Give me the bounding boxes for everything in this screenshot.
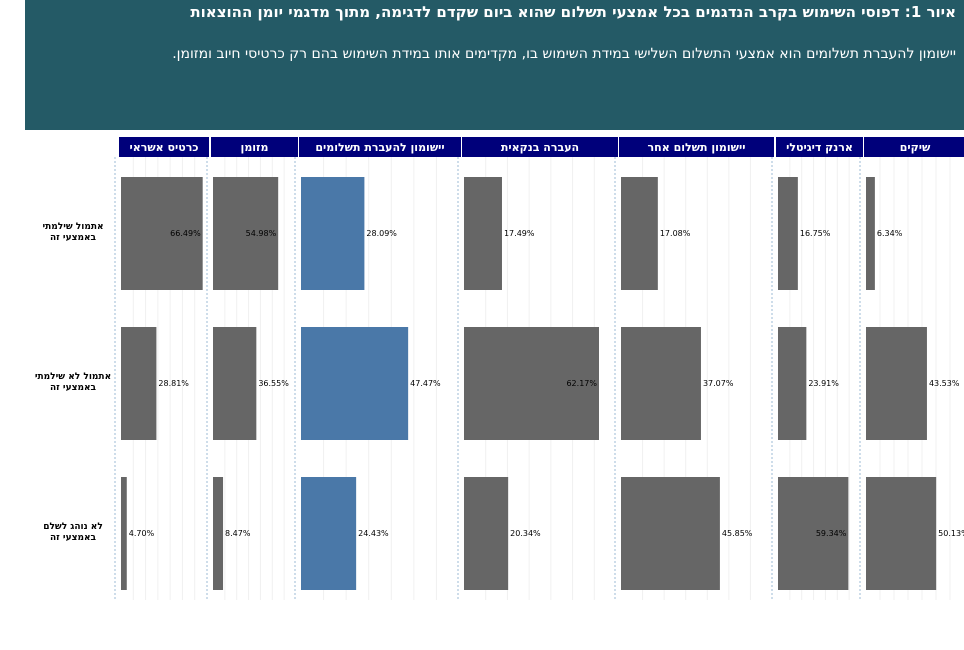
- bar: [121, 177, 203, 290]
- panel-header-6: [776, 137, 863, 157]
- panel-title-2: מזומן: [241, 141, 269, 154]
- data-label: 59.34%: [816, 529, 847, 538]
- data-label: 24.43%: [358, 529, 389, 538]
- data-label: 16.75%: [800, 229, 831, 238]
- bar: [464, 327, 599, 440]
- bar: [121, 327, 157, 440]
- bar: [778, 177, 798, 290]
- header-band: איור 1: דפוסי השימוש בקרב הנדגמים בכל אמ…: [25, 0, 964, 130]
- bar: [301, 477, 357, 590]
- bar: [464, 477, 509, 590]
- data-label: 43.53%: [929, 379, 960, 388]
- row-label-1: אתמול שילמתי באמצעי זה: [42, 222, 103, 243]
- data-label: 45.85%: [722, 529, 753, 538]
- bar: [464, 177, 502, 290]
- data-label: 47.47%: [410, 379, 441, 388]
- bar: [866, 477, 937, 590]
- bar: [213, 477, 224, 590]
- data-label: 28.81%: [158, 379, 189, 388]
- bar: [778, 477, 849, 590]
- data-label: 66.49%: [170, 229, 201, 238]
- data-label: 4.70%: [129, 529, 155, 538]
- bar: [213, 327, 257, 440]
- panel-header-1: [119, 137, 209, 157]
- bar: [621, 477, 720, 590]
- panel-header-3: [299, 137, 461, 157]
- chart-subtitle: יישומון להעברת תשלומים הוא אמצעי התשלום …: [172, 46, 956, 62]
- data-label: 36.55%: [258, 379, 289, 388]
- bar: [866, 177, 875, 290]
- panel-header-4: [462, 137, 618, 157]
- row-label-3: לא נוהג לשלם באמצעי זה: [43, 522, 103, 543]
- panel-title-3: יישומון להעברת תשלומים: [315, 141, 444, 154]
- row-label-2: אתמול לא שילמתי באמצעי זה: [35, 372, 111, 393]
- bar: [621, 177, 658, 290]
- data-label: 6.34%: [877, 229, 903, 238]
- data-label: 28.09%: [366, 229, 397, 238]
- panel-title-5: יישומון תשלום אחר: [648, 141, 746, 154]
- data-label: 37.07%: [703, 379, 734, 388]
- panel-title-1: כרטיס אשראי: [129, 141, 198, 154]
- bar: [778, 327, 807, 440]
- data-label: 50.13%: [938, 529, 964, 538]
- data-label: 62.17%: [566, 379, 597, 388]
- bar: [301, 327, 409, 440]
- data-label: 54.98%: [246, 229, 277, 238]
- panel-title-4: העברה בנקאית: [501, 141, 579, 154]
- chart-title: איור 1: דפוסי השימוש בקרב הנדגמים בכל אמ…: [190, 3, 956, 21]
- data-label: 17.08%: [660, 229, 691, 238]
- panel-title-6: ארנק דיגיטלי: [786, 141, 853, 154]
- data-label: 23.91%: [808, 379, 839, 388]
- data-label: 20.34%: [510, 529, 541, 538]
- bar: [621, 327, 701, 440]
- data-label: 17.49%: [504, 229, 535, 238]
- bar: [301, 177, 365, 290]
- panel-header-2: [211, 137, 298, 157]
- bar: [866, 327, 927, 440]
- bar: [213, 177, 279, 290]
- bar: [121, 477, 127, 590]
- panel-title-7: שיקים: [900, 141, 931, 154]
- panel-header-7: [864, 137, 964, 157]
- panel-header-5: [619, 137, 774, 157]
- data-label: 8.47%: [225, 529, 251, 538]
